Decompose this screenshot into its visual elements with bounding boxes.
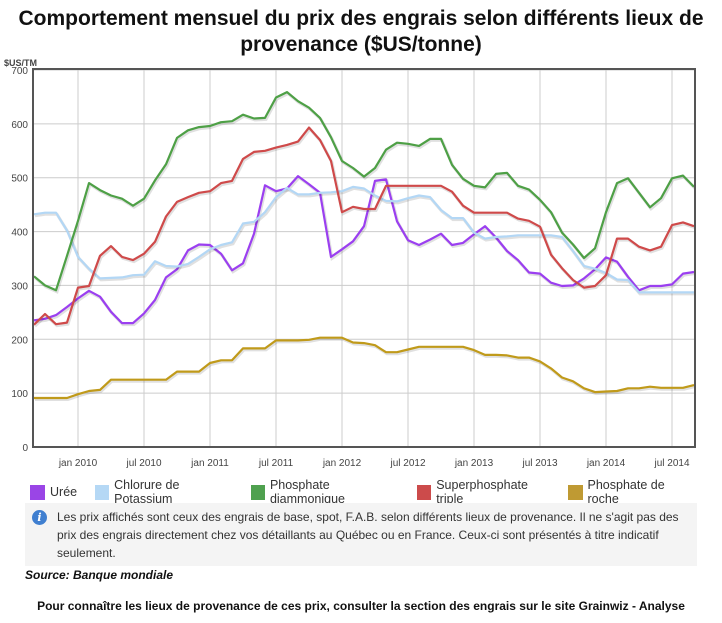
legend-label: Superphosphate triple <box>436 478 528 506</box>
x-tick-label: jul 2013 <box>521 458 557 469</box>
series-line <box>34 336 695 400</box>
footer-note: Pour connaître les lieux de provenance d… <box>37 599 685 613</box>
series-line <box>33 175 695 325</box>
x-tick-label: jan 2012 <box>322 458 362 469</box>
legend-item[interactable]: Phosphate de roche <box>568 478 692 506</box>
y-tick-label: 300 <box>11 281 28 292</box>
x-tick-label: jul 2012 <box>389 458 425 469</box>
legend-label: Urée <box>50 485 78 499</box>
x-tick-label: jan 2011 <box>190 458 229 469</box>
y-tick-label: 400 <box>11 228 28 239</box>
legend-swatch <box>30 484 45 500</box>
legend-swatch <box>95 484 110 500</box>
legend-swatch <box>417 484 432 500</box>
y-tick-label: 100 <box>11 389 28 400</box>
legend-label: Chlorure de Potassium <box>114 478 180 506</box>
series-shadow <box>34 91 697 294</box>
y-axis-label: $US/TM <box>4 58 37 68</box>
series-shadow <box>33 126 696 328</box>
legend-item[interactable]: Superphosphate triple <box>417 478 550 506</box>
x-tick-label: jul 2011 <box>258 458 294 469</box>
legend-item[interactable]: Urée <box>30 478 77 506</box>
x-tick-label: jan 2014 <box>586 458 626 469</box>
y-tick-label: 600 <box>11 120 28 131</box>
series-shadow <box>34 175 696 327</box>
chart-title: Comportement mensuel du prix des engrais… <box>18 7 704 56</box>
y-tick-label: 500 <box>11 174 28 185</box>
series-shadow <box>35 337 696 401</box>
info-text: Les prix affichés sont ceux des engrais … <box>57 510 679 560</box>
series-line <box>33 90 695 292</box>
series-line <box>33 126 695 326</box>
y-tick-label: 700 <box>11 66 28 77</box>
legend-label: Phosphate de roche <box>587 478 665 506</box>
x-tick-label: jul 2014 <box>653 458 689 469</box>
info-circle-icon: i <box>32 510 47 525</box>
source-note: Source: Banque mondiale <box>25 568 174 582</box>
x-tick-label: jan 2013 <box>454 458 494 469</box>
legend-swatch <box>568 484 583 500</box>
y-tick-label: 0 <box>22 443 28 454</box>
y-tick-label: 200 <box>11 335 28 346</box>
legend-swatch <box>250 484 265 500</box>
info-box: i Les prix affichés sont ceux des engrai… <box>25 503 697 566</box>
plot-frame <box>32 68 696 448</box>
x-tick-label: jul 2010 <box>125 458 161 469</box>
legend-item[interactable]: Chlorure de Potassium <box>95 478 233 506</box>
series-line <box>33 185 694 294</box>
legend-label: Phosphate diammonique <box>269 478 345 506</box>
legend: Urée Chlorure de Potassium Phosphate diamm… <box>30 478 710 506</box>
x-tick-label: jan 2010 <box>58 458 98 469</box>
line-chart: $US/TM 0 100 200 300 400 500 600 700 jan 2010 ju… <box>4 58 697 469</box>
legend-item[interactable]: Phosphate diammonique <box>250 478 399 506</box>
